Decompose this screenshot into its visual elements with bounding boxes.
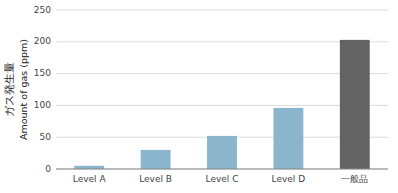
bar bbox=[273, 108, 303, 169]
y-tick-label: 0 bbox=[45, 164, 51, 174]
grid-line bbox=[56, 105, 388, 106]
y-axis-label: Amount of gas (ppm) bbox=[18, 39, 29, 140]
x-tick-label: 一般品 bbox=[341, 174, 368, 184]
y-tick-label: 250 bbox=[34, 5, 51, 15]
bar bbox=[141, 150, 171, 169]
grid-line bbox=[56, 41, 388, 42]
grid bbox=[56, 10, 388, 169]
chart-container: 0 50 100 150 200 250 Level A Level B Level C Leve… bbox=[0, 0, 398, 193]
y-tick-label: 100 bbox=[34, 100, 51, 110]
bar bbox=[207, 136, 237, 169]
grid-line bbox=[56, 10, 388, 11]
y-axis-label: ガス発生量 bbox=[3, 62, 16, 117]
x-tick-label: Level A bbox=[73, 174, 107, 184]
y-tick-label: 200 bbox=[34, 36, 51, 46]
x-tick-label: Level C bbox=[206, 174, 239, 184]
chart: 0 50 100 150 200 250 Level A Level B Level C Leve… bbox=[0, 0, 398, 193]
grid-line bbox=[56, 169, 388, 170]
grid-line bbox=[56, 73, 388, 74]
x-axis-line bbox=[56, 169, 388, 170]
bar bbox=[340, 40, 370, 169]
x-tick-label: Level B bbox=[139, 174, 172, 184]
y-tick-label: 50 bbox=[40, 132, 52, 142]
x-tick-label: Level D bbox=[272, 174, 306, 184]
bars bbox=[74, 40, 369, 169]
y-tick-label: 150 bbox=[34, 68, 51, 78]
